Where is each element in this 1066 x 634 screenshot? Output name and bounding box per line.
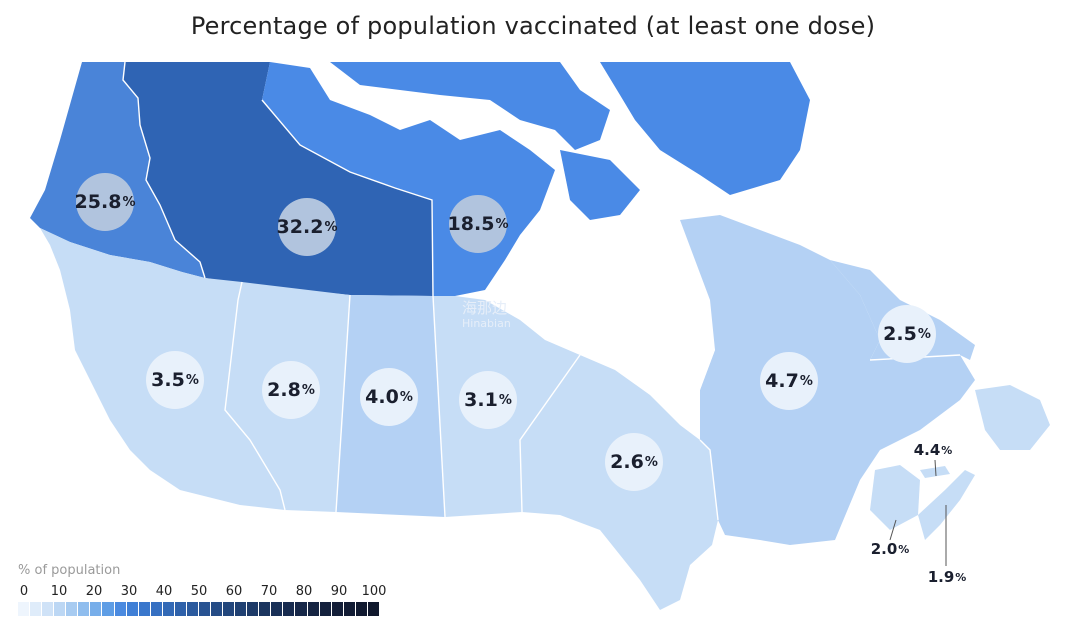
- legend-swatch: [54, 602, 67, 616]
- legend-tick-label: 40: [155, 584, 173, 599]
- region-nunavut-islands: [330, 62, 610, 150]
- legend-color-scale: [18, 602, 380, 616]
- legend-swatch: [223, 602, 236, 616]
- value-yukon: 25.8: [74, 191, 122, 213]
- pct-symbol: %: [301, 382, 315, 398]
- pct-symbol: %: [122, 194, 136, 210]
- pct-symbol: %: [898, 542, 910, 556]
- map-title: Percentage of population vaccinated (at …: [190, 12, 876, 40]
- value-alberta: 2.8: [267, 379, 301, 401]
- badge-nwt: 32.2%: [276, 198, 338, 256]
- legend-swatch: [42, 602, 55, 616]
- pct-symbol: %: [941, 443, 953, 457]
- legend-swatch: [307, 602, 320, 616]
- value-pei: 4.4: [913, 441, 941, 459]
- legend-tick-label: 90: [330, 584, 348, 599]
- legend-swatch: [114, 602, 127, 616]
- badge-ontario: 2.6%: [605, 433, 663, 491]
- watermark-line1: 海那边: [462, 299, 508, 317]
- watermark: 海那边 Hinabian: [462, 300, 511, 332]
- legend-swatch: [367, 602, 380, 616]
- legend-tick-label: 50: [190, 584, 208, 599]
- legend-tick-label: 70: [260, 584, 278, 599]
- legend-swatch: [138, 602, 151, 616]
- region-new-brunswick[interactable]: [870, 465, 920, 530]
- region-quebec[interactable]: [680, 215, 975, 545]
- pct-symbol: %: [799, 373, 813, 389]
- legend-swatch: [198, 602, 211, 616]
- region-nwt[interactable]: [123, 62, 433, 296]
- legend-swatch: [18, 602, 31, 616]
- legend-tick-label: 20: [85, 584, 103, 599]
- pct-symbol: %: [644, 454, 658, 470]
- legend-swatch: [343, 602, 356, 616]
- value-saskatchewan: 4.0: [365, 386, 399, 408]
- badge-yukon: 25.8%: [74, 173, 136, 231]
- legend-tick-label: 10: [50, 584, 68, 599]
- legend-swatch: [162, 602, 175, 616]
- value-ontario: 2.6: [610, 451, 644, 473]
- value-nova-scotia: 1.9: [927, 568, 955, 586]
- value-nl: 2.5: [883, 323, 917, 345]
- badge-pei: 4.4%: [908, 439, 958, 461]
- legend-tick-label: 80: [295, 584, 313, 599]
- badge-nova-scotia: 1.9%: [922, 566, 972, 588]
- value-new-brunswick: 2.0: [870, 540, 898, 558]
- pct-symbol: %: [498, 392, 512, 408]
- legend-swatch: [319, 602, 332, 616]
- badge-alberta: 2.8%: [262, 361, 320, 419]
- pct-symbol: %: [399, 389, 413, 405]
- region-pei[interactable]: [920, 466, 950, 478]
- legend-swatch: [331, 602, 344, 616]
- legend-swatch: [235, 602, 248, 616]
- pct-symbol: %: [955, 570, 967, 584]
- value-bc: 3.5: [151, 369, 185, 391]
- region-nunavut-south-islands: [560, 150, 640, 220]
- legend-swatch: [90, 602, 103, 616]
- badge-quebec: 4.7%: [760, 352, 818, 410]
- legend-tick-label: 30: [120, 584, 138, 599]
- region-newfoundland: [975, 385, 1050, 450]
- legend-tick-label: 0: [19, 584, 29, 599]
- region-baffin: [600, 62, 810, 195]
- badge-new-brunswick: 2.0%: [865, 538, 915, 560]
- legend-tick-label: 60: [225, 584, 243, 599]
- legend-swatch: [30, 602, 43, 616]
- legend-swatch: [259, 602, 272, 616]
- pct-symbol: %: [495, 216, 509, 232]
- legend-swatch: [271, 602, 284, 616]
- pct-symbol: %: [185, 372, 199, 388]
- badge-saskatchewan: 4.0%: [360, 368, 418, 426]
- legend-swatch: [295, 602, 308, 616]
- region-yukon[interactable]: [30, 62, 205, 278]
- legend-swatch: [283, 602, 296, 616]
- hudson-bay: [520, 220, 715, 390]
- legend-swatch: [66, 602, 79, 616]
- badge-bc: 3.5%: [146, 351, 204, 409]
- legend-swatch: [174, 602, 187, 616]
- pct-symbol: %: [917, 326, 931, 342]
- legend-swatch: [78, 602, 91, 616]
- legend-swatch: [126, 602, 139, 616]
- legend-swatch: [247, 602, 260, 616]
- watermark-line2: Hinabian: [462, 317, 511, 330]
- badge-manitoba: 3.1%: [459, 371, 517, 429]
- legend-swatch: [150, 602, 163, 616]
- legend-swatch: [355, 602, 368, 616]
- legend-title: % of population: [18, 563, 121, 578]
- value-nunavut: 18.5: [447, 213, 495, 235]
- legend-tick-label: 100: [361, 584, 387, 599]
- badge-nl: 2.5%: [878, 305, 936, 363]
- legend-swatch: [102, 602, 115, 616]
- legend-ticks: 0 10 20 30 40 50 60 70 80 90 100: [18, 584, 387, 600]
- badge-nunavut: 18.5%: [447, 195, 509, 253]
- province-borders: [122, 61, 961, 521]
- value-nwt: 32.2: [276, 216, 324, 238]
- pct-symbol: %: [324, 219, 338, 235]
- legend-swatch: [186, 602, 199, 616]
- legend-swatch: [211, 602, 224, 616]
- value-quebec: 4.7: [765, 370, 799, 392]
- value-manitoba: 3.1: [464, 389, 498, 411]
